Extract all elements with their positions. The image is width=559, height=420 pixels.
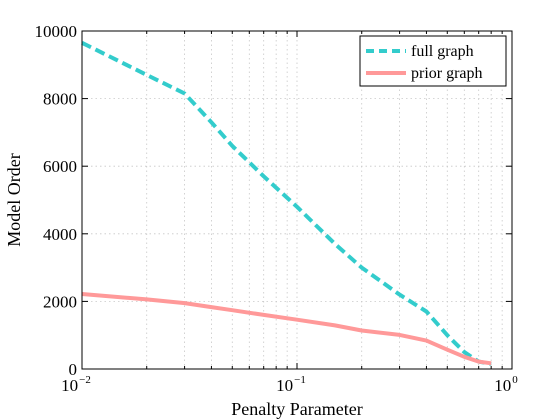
legend-box: [359, 35, 507, 87]
x-tick-label: 100: [494, 374, 518, 395]
series-lines: [81, 41, 492, 366]
x-axis-label: Penalty Parameter: [231, 399, 362, 419]
tick-labels: 0 2000 4000 6000 8000 10000 10−2 10−1 100: [35, 22, 519, 395]
legend: full graph prior graph: [359, 35, 507, 87]
y-tick-label: 0: [69, 360, 78, 379]
y-tick-label: 4000: [43, 225, 77, 244]
legend-label-prior-graph: prior graph: [411, 65, 483, 82]
y-tick-label: 6000: [43, 157, 77, 176]
x-tick-label: 10−2: [61, 374, 91, 395]
series-line-full-graph: [81, 41, 492, 366]
y-tick-label: 8000: [43, 90, 77, 109]
series-line-prior-graph: [81, 292, 492, 366]
y-tick-label: 2000: [43, 292, 77, 311]
tick-marks: [81, 30, 512, 370]
y-axis-label: Model Order: [4, 153, 24, 246]
y-tick-label: 10000: [35, 22, 78, 41]
x-tick-label: 10−1: [276, 374, 306, 395]
legend-label-full-graph: full graph: [411, 43, 474, 60]
